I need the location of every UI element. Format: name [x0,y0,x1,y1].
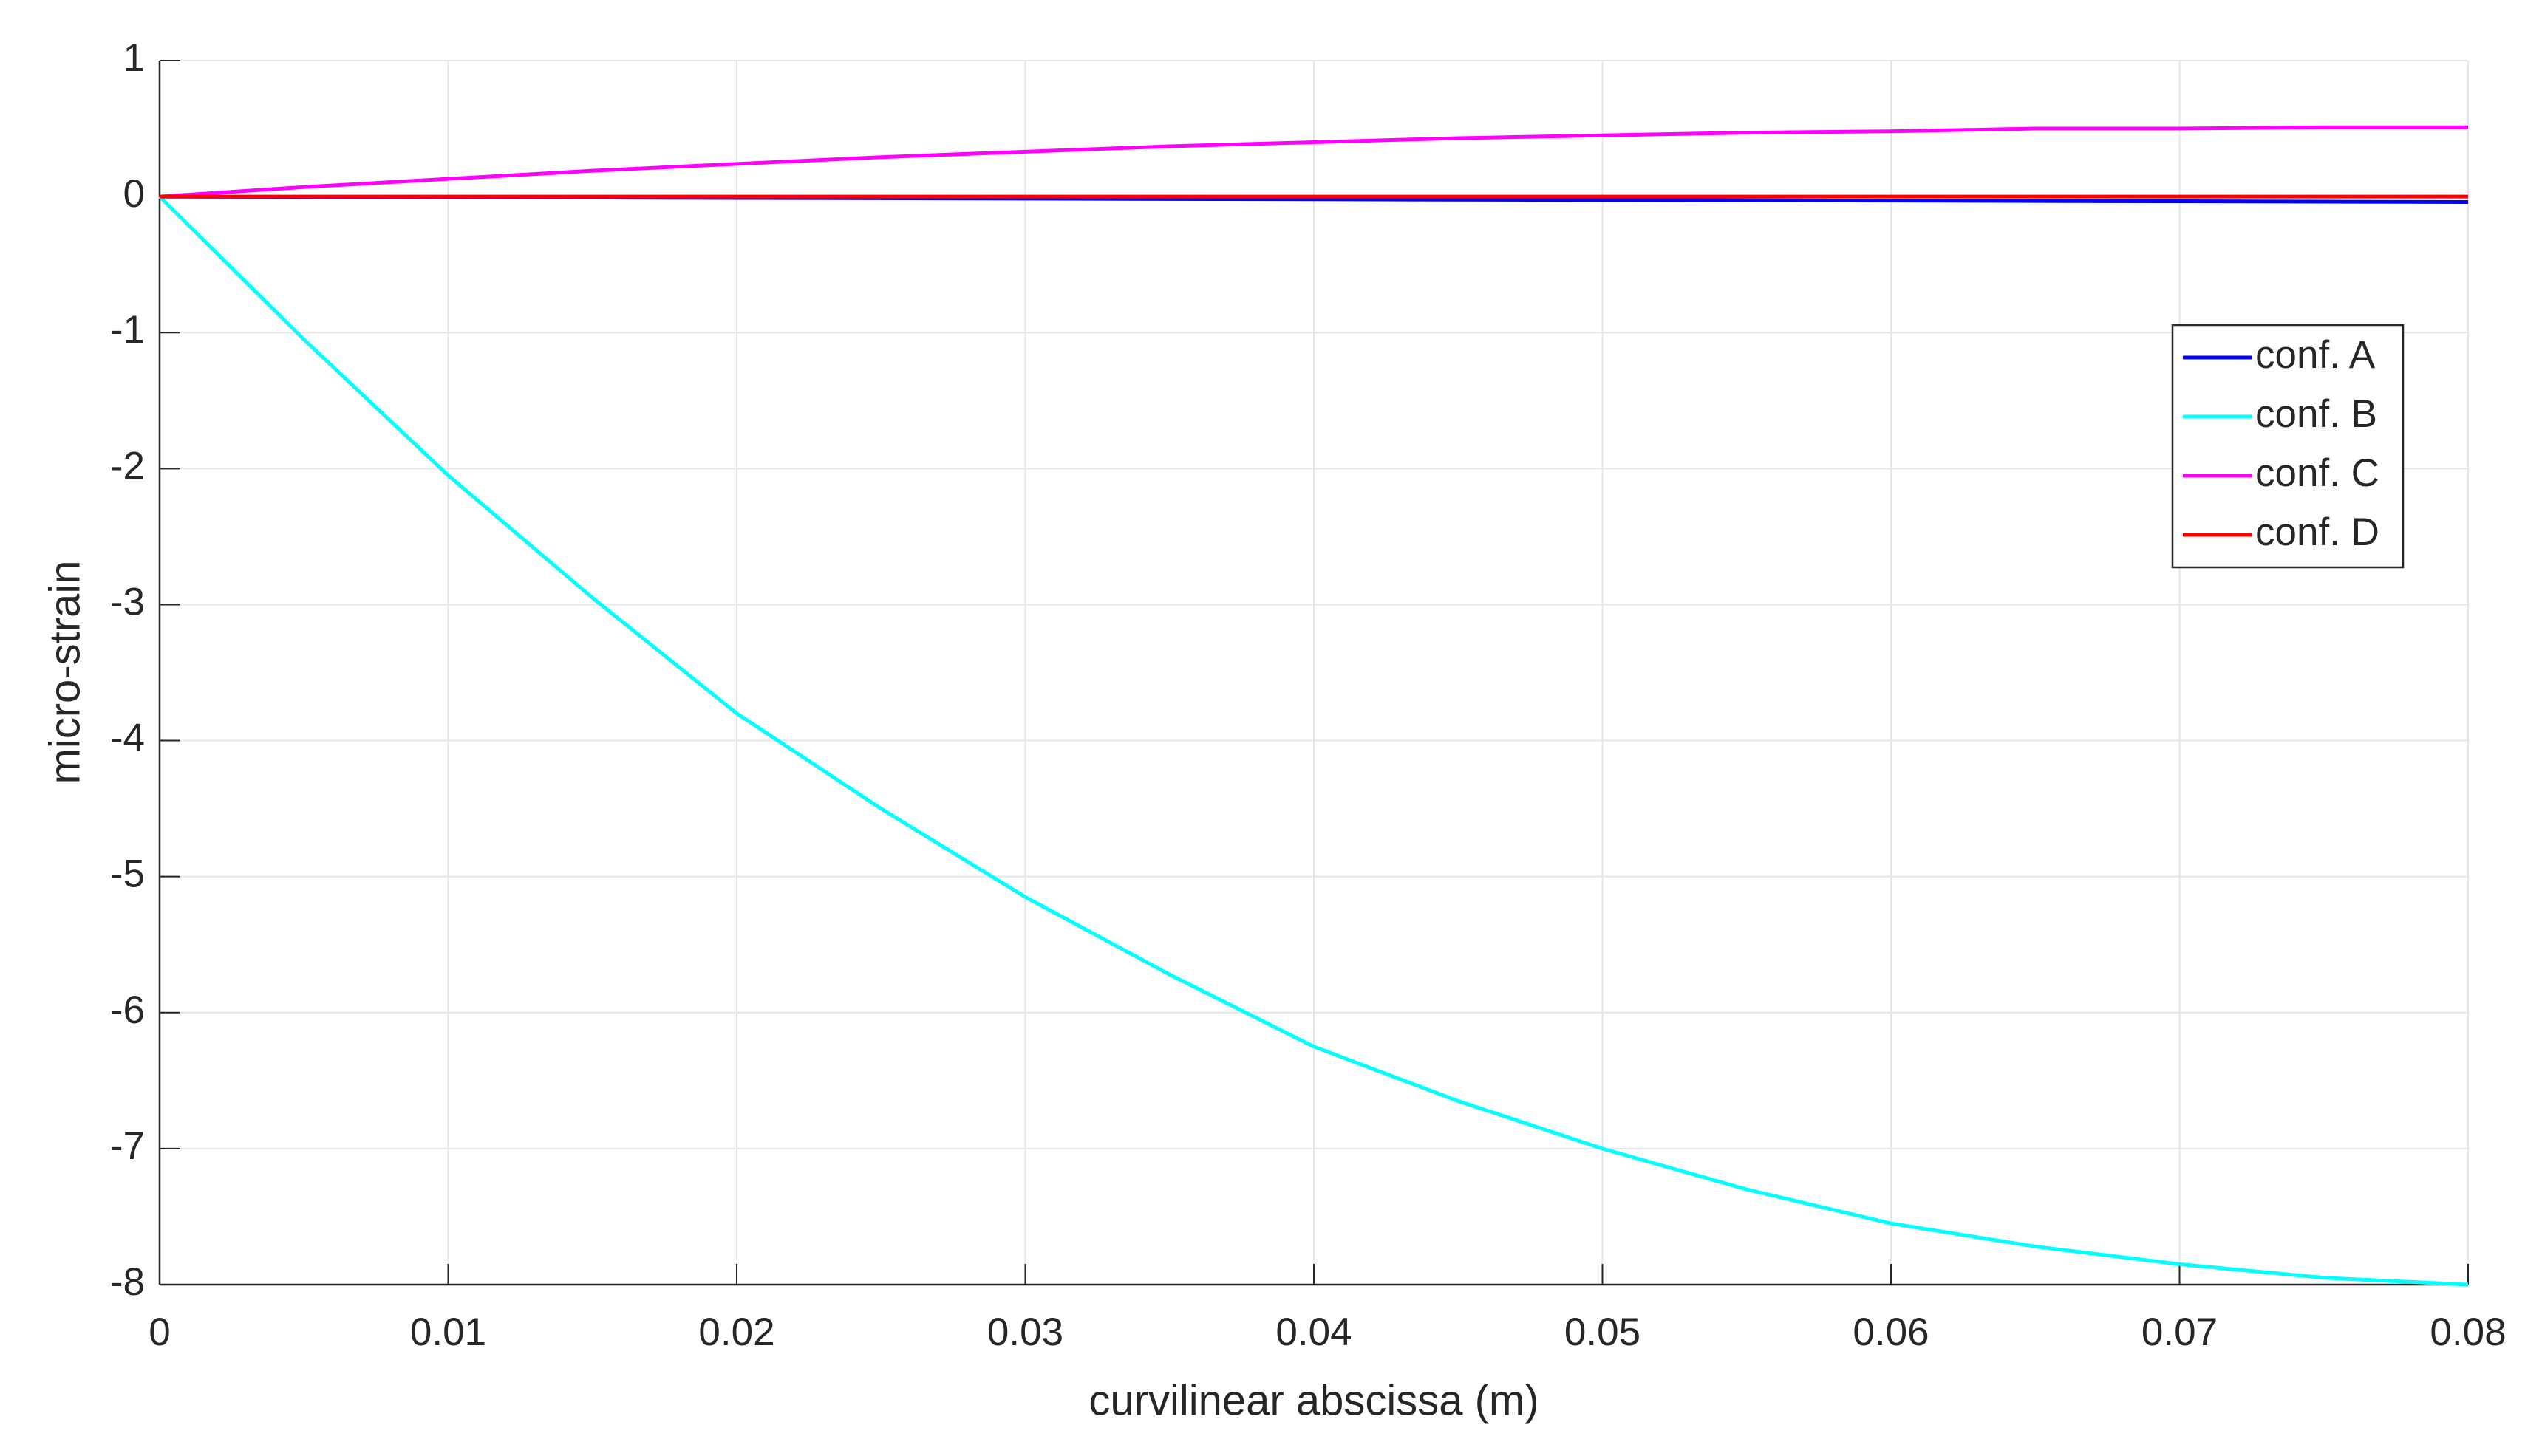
x-tick-label: 0.08 [2430,1310,2506,1354]
y-tick-label: -6 [110,988,145,1032]
x-tick-label: 0.05 [1564,1310,1640,1354]
y-tick-label: -3 [110,580,145,623]
y-tick-label: -5 [110,852,145,896]
x-axis-label: curvilinear abscissa (m) [1088,1376,1539,1424]
legend-box [2171,324,2405,569]
y-axis-label: micro-strain [41,561,89,785]
y-tick-label: -2 [110,444,145,488]
x-tick-label: 0.06 [1853,1310,1929,1354]
y-tick-label: -1 [110,308,145,352]
legend-label: conf. A [2255,333,2376,377]
legend-label: conf. C [2255,451,2379,495]
y-tick-label: 1 [123,36,145,80]
x-tick-label: 0.03 [987,1310,1063,1354]
y-tick-label: -4 [110,717,145,760]
legend-label: conf. D [2255,510,2379,554]
y-tick-label: -7 [110,1124,145,1168]
x-tick-label: 0.01 [410,1310,486,1354]
x-tick-label: 0.02 [698,1310,774,1354]
series-line [159,125,2468,199]
y-tick-label: 0 [123,172,145,216]
x-tick-label: 0.07 [2141,1310,2218,1354]
x-tick-label: 0.04 [1275,1310,1352,1354]
series-line [158,195,2469,1287]
legend-label: conf. B [2255,392,2377,436]
x-tick-label: 0 [149,1310,170,1354]
y-tick-label: -8 [110,1260,145,1304]
